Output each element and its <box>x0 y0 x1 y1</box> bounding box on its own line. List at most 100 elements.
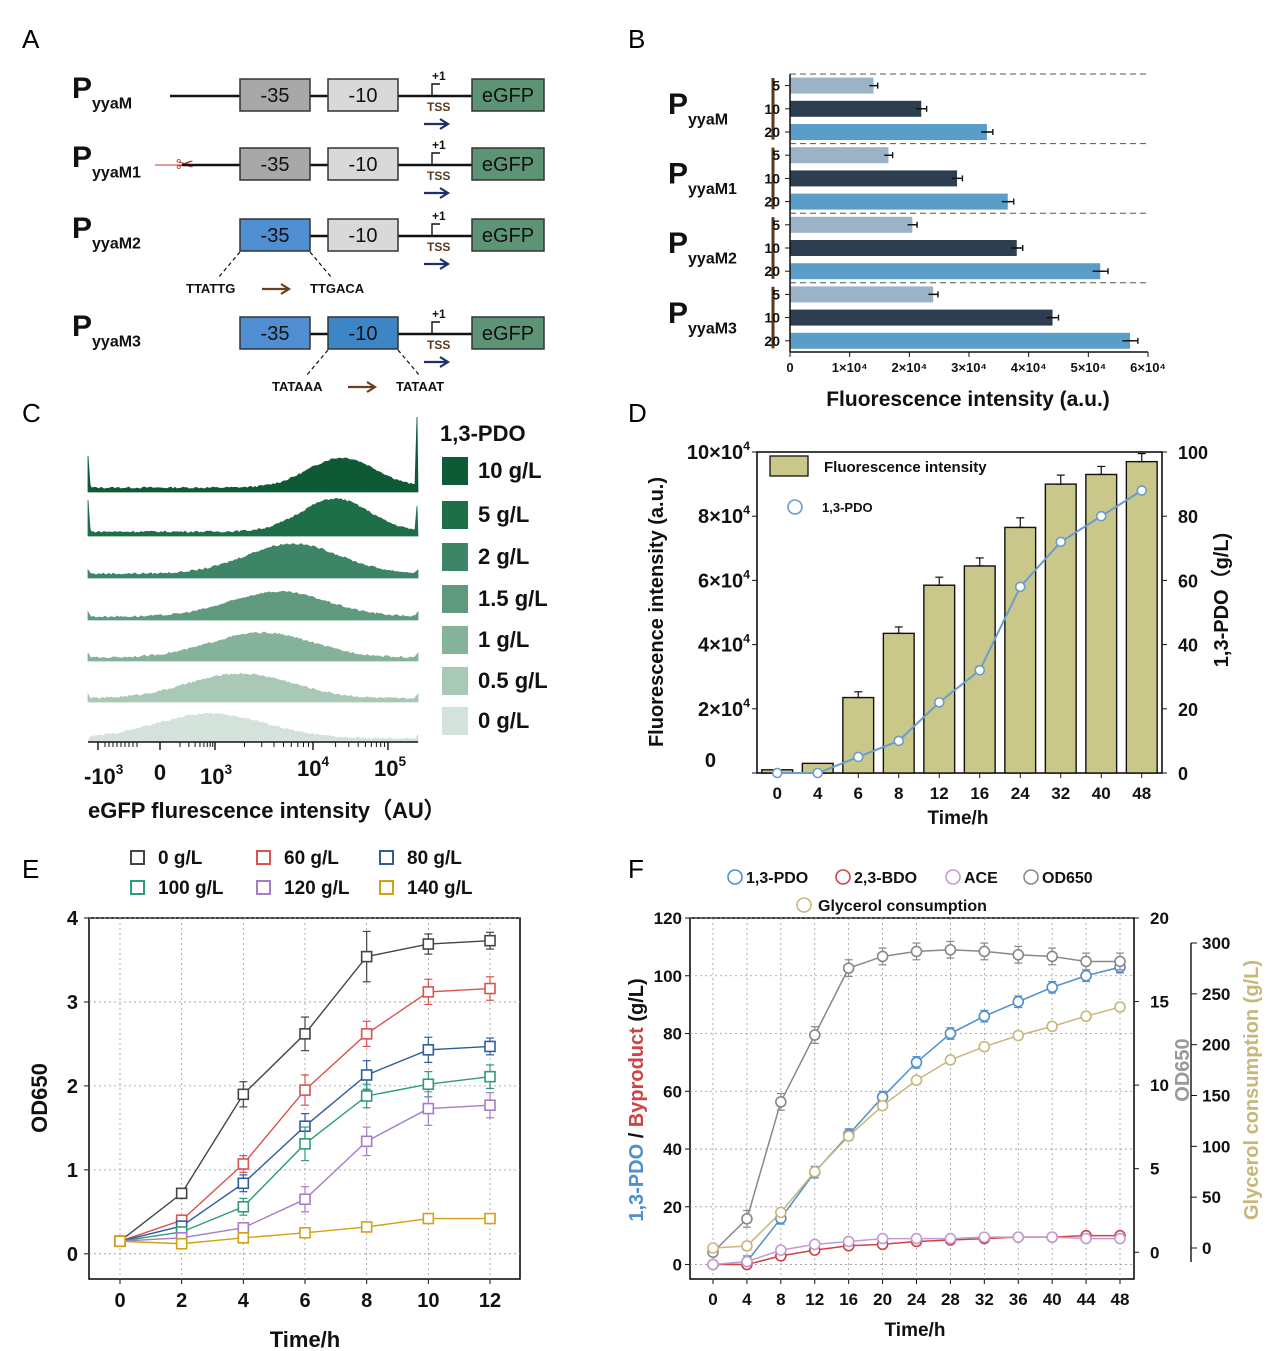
y-tick-label: 4×104 <box>698 632 750 657</box>
data-point <box>944 943 957 956</box>
box-minus10-label: -10 <box>349 154 378 176</box>
data-point <box>175 1187 188 1200</box>
legend-label: 1.5 g/L <box>478 586 548 611</box>
bar <box>790 216 913 233</box>
y3-tick-label: 300 <box>1202 934 1230 953</box>
x-tick-label: 48 <box>1132 784 1151 803</box>
promoter-construct-yyaM3: PyyaM3 -35 -10 eGFP +1 TSS TATAAA TATAAT <box>72 307 545 394</box>
y-tick-label: 2 <box>67 1076 78 1098</box>
data-point <box>1046 950 1058 963</box>
mutation-guide-left <box>305 349 329 377</box>
legend-label: 100 g/L <box>158 878 224 899</box>
y-tick-label-base: 2×10 <box>698 699 743 721</box>
plus1-label: +1 <box>432 307 446 321</box>
data-point <box>944 1027 957 1040</box>
panel-c-flow-histograms: 10 g/L 5 g/L 2 g/L 1.5 g/L 1 g/L 0.5 g/L 0 g/L… <box>84 416 548 823</box>
y-axis-title-pdo: 1,3-PDO <box>626 1144 648 1222</box>
legend-item: 2,3-BDO <box>835 869 917 887</box>
plus1-label: +1 <box>432 138 446 152</box>
pdo-point <box>1014 581 1026 593</box>
pdo-point <box>933 697 945 708</box>
plus1-label: +1 <box>432 209 446 223</box>
pdo-point <box>893 735 905 747</box>
egfp-gene-label: eGFP <box>482 154 534 176</box>
bar <box>790 309 1053 326</box>
y-tick-label: 120 <box>654 909 682 928</box>
category-tick-label: 5 <box>772 78 780 94</box>
y2-axis-title: 1,3-PDO（g/L) <box>1210 533 1233 667</box>
y-tick-label-base: 10×10 <box>687 442 743 464</box>
series-140gL <box>114 1212 496 1250</box>
y-tick-label-exp: 4 <box>743 632 750 646</box>
x-tick-label: 8 <box>894 784 903 803</box>
x-tick-label: 32 <box>975 1290 994 1309</box>
histogram-2gL: 2 g/L <box>87 543 529 579</box>
plot-frame <box>689 917 1135 1280</box>
legend-swatch <box>727 869 743 885</box>
promoter-group-yyaM1: PyyaM1 5 10 20 <box>668 143 1148 210</box>
series-OD650 <box>707 940 1126 1259</box>
egfp-gene-label: eGFP <box>482 85 534 107</box>
category-tick-label: 20 <box>764 124 780 140</box>
y-tick-label-exp: 4 <box>743 567 750 581</box>
data-point <box>1012 948 1025 961</box>
x-tick-label: 12 <box>930 784 949 803</box>
y2-axis-title: OD650 <box>1172 1038 1194 1101</box>
y2-tick-label: 40 <box>1178 636 1198 656</box>
y-tick-label-exp: 4 <box>743 439 750 453</box>
legend-swatch <box>945 869 961 885</box>
bar <box>790 100 922 117</box>
legend-item: OD650 <box>1023 869 1093 887</box>
box-minus10-label: -10 <box>349 323 378 345</box>
group-label-p: P <box>668 158 688 191</box>
y-tick-label-base: 4×10 <box>698 635 743 657</box>
data-point <box>299 1084 311 1096</box>
data-point <box>360 1135 373 1148</box>
box-minus35 <box>239 316 311 350</box>
y2-tick-label: 80 <box>1178 507 1198 527</box>
x-tick-label: 16 <box>839 1290 858 1309</box>
data-point <box>741 1213 753 1225</box>
data-point <box>360 1090 373 1102</box>
bar <box>923 584 956 774</box>
data-point <box>775 1206 787 1219</box>
data-point <box>237 1088 250 1101</box>
y2-tick-label: 10 <box>1150 1076 1169 1095</box>
legend-swatch <box>442 667 468 695</box>
plot-frame <box>756 451 1163 774</box>
y-tick-label-exp: 4 <box>743 696 750 710</box>
data-point <box>910 1232 923 1245</box>
x-tick-label: 40 <box>1092 784 1111 803</box>
legend-label: 10 g/L <box>478 458 542 483</box>
data-point <box>360 1069 373 1081</box>
y2-tick-label: 5 <box>1150 1160 1159 1179</box>
plus1-marker <box>431 152 440 165</box>
tss-label: TSS <box>427 240 450 254</box>
category-tick-label: 5 <box>772 286 780 302</box>
group-label: PyyaM2 <box>668 227 737 268</box>
legend-swatch <box>835 869 851 885</box>
category-tick-label: 10 <box>764 310 780 326</box>
plus1-marker <box>431 321 440 334</box>
series-120gL <box>114 1091 496 1248</box>
legend-swatch-glycerol <box>796 897 812 913</box>
sequence-original: TTATTG <box>186 281 235 296</box>
pdo-point <box>1055 536 1067 548</box>
legend-item: 0 g/L <box>130 848 203 869</box>
box-minus35 <box>239 78 311 112</box>
egfp-gene-box <box>471 218 545 252</box>
box-minus35-label: -35 <box>261 85 290 107</box>
plus1-label: +1 <box>432 69 446 83</box>
promoter-name-p: P <box>72 141 92 174</box>
legend-item: 120 g/L <box>256 878 350 899</box>
legend-swatch <box>442 457 468 485</box>
histogram-5gL: 5 g/L <box>87 497 529 537</box>
data-point <box>978 945 991 958</box>
data-point <box>299 1227 311 1239</box>
y2-tick-label: 60 <box>1178 571 1198 591</box>
legend-label: OD650 <box>1042 870 1093 887</box>
histogram-area <box>87 497 419 537</box>
error-bar <box>975 557 984 567</box>
x-tick-label-3-base: 10 <box>200 764 224 789</box>
data-point <box>842 962 855 974</box>
